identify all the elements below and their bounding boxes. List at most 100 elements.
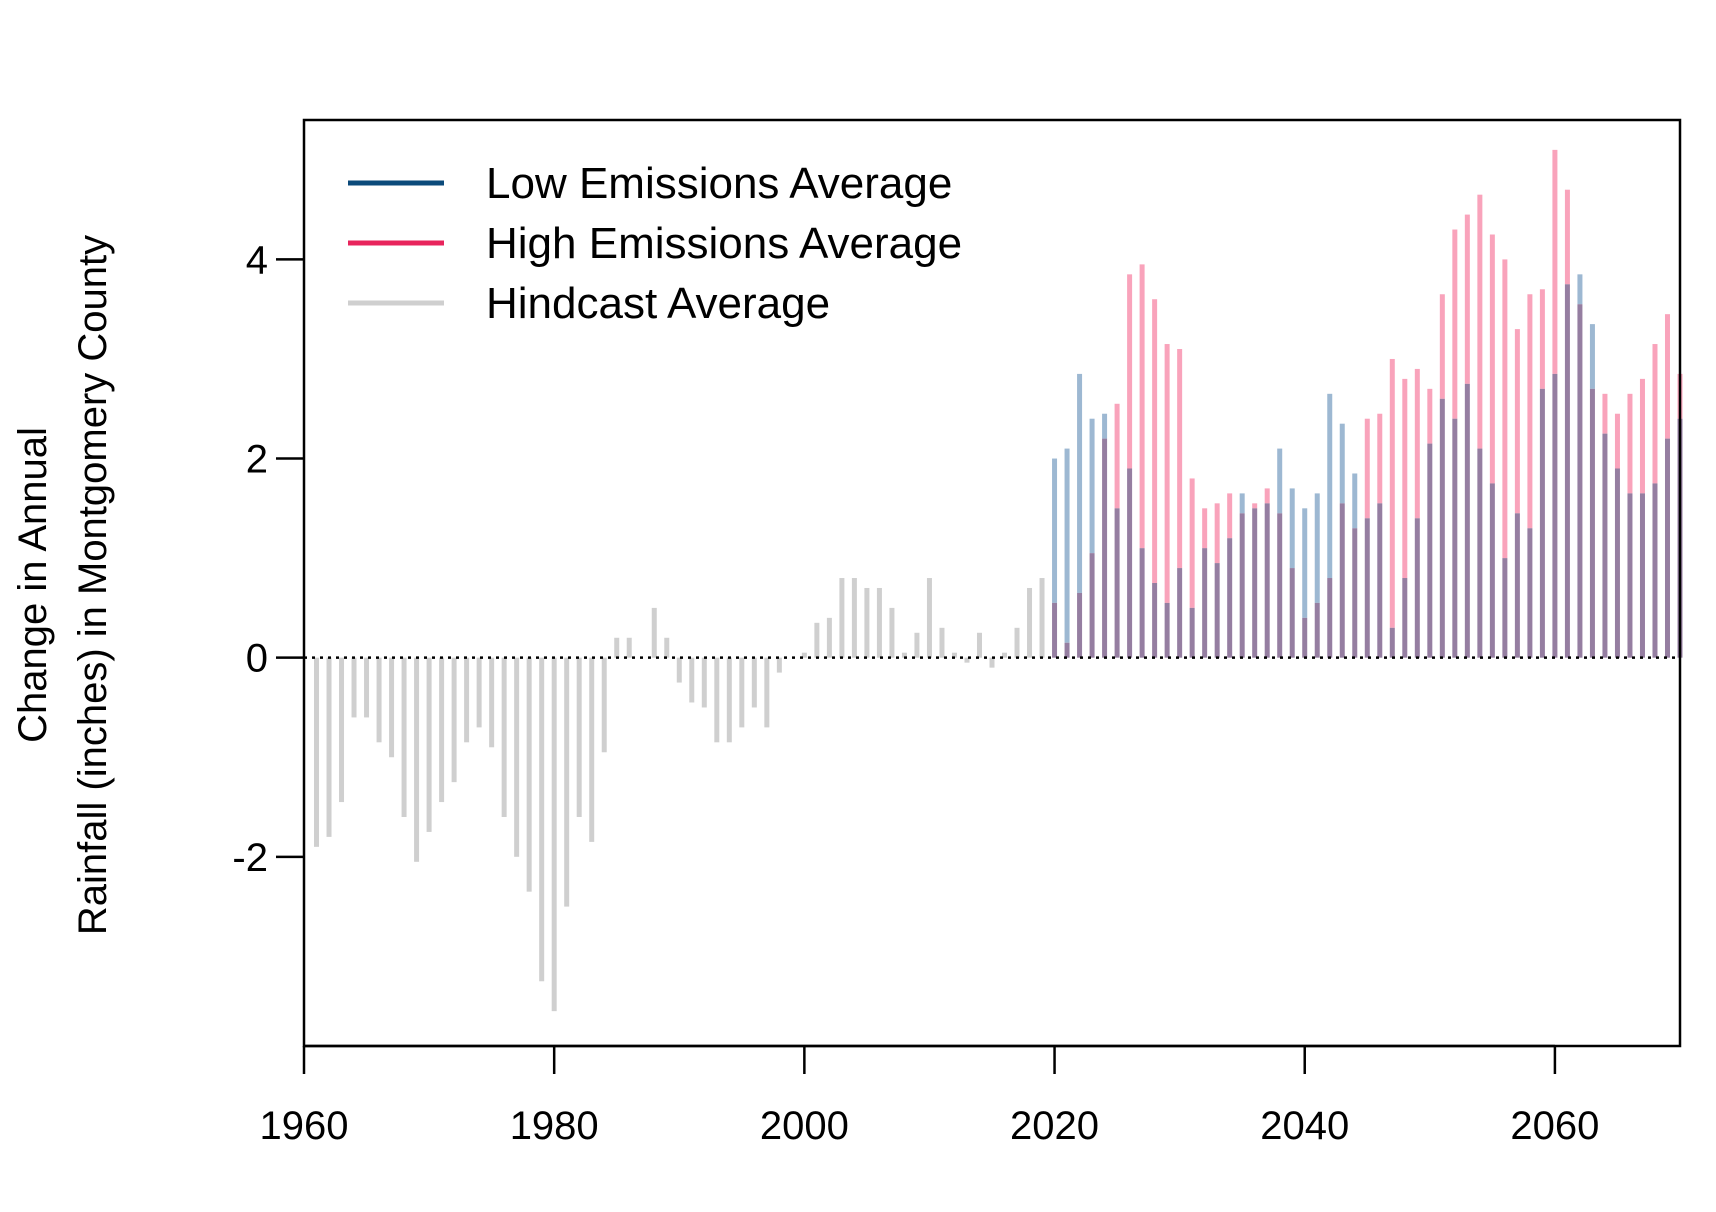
overlap-bar — [1427, 443, 1433, 658]
hindcast-bar — [751, 657, 757, 708]
overlap-bar — [1264, 503, 1270, 658]
overlap-bar — [1089, 553, 1095, 658]
overlap-bar — [1639, 493, 1645, 658]
y-axis-title: Change in Annual Rainfall (inches) in Mo… — [11, 235, 115, 935]
overlap-bar — [1577, 304, 1583, 658]
hindcast-bar — [701, 657, 707, 708]
y-axis-title-line-2: Rainfall (inches) in Montgomery County — [71, 235, 115, 935]
hindcast-bar — [539, 657, 545, 982]
hindcast-bar — [814, 622, 820, 658]
high-emissions-bar — [1539, 289, 1545, 389]
y-tick-label: 0 — [246, 637, 268, 681]
overlap-bar — [1102, 438, 1108, 658]
x-tick-label: 1960 — [260, 1104, 349, 1148]
emissions-bars — [1052, 149, 1683, 658]
hindcast-bar — [726, 657, 732, 743]
high-emissions-bar — [1414, 368, 1420, 519]
high-emissions-bar — [1214, 503, 1220, 564]
high-emissions-bar — [1364, 418, 1370, 519]
hindcast-bar — [414, 657, 420, 862]
hindcast-bar — [439, 657, 445, 803]
high-emissions-bar — [1564, 189, 1570, 285]
high-emissions-bar — [1114, 403, 1120, 509]
x-tick-label: 2000 — [760, 1104, 849, 1148]
y-axis: -2 0 2 4 — [232, 238, 304, 880]
low-emissions-bar — [1102, 413, 1108, 439]
overlap-bar — [1477, 448, 1483, 658]
low-emissions-bar — [1077, 373, 1083, 593]
hindcast-bar — [389, 657, 395, 758]
hindcast-bar — [839, 578, 845, 658]
high-emissions-bar — [1177, 349, 1183, 569]
hindcast-bar — [989, 657, 995, 668]
hindcast-bar — [1039, 578, 1045, 658]
overlap-bar — [1189, 607, 1195, 658]
hindcast-bars — [314, 578, 1045, 1012]
hindcast-bar — [576, 657, 582, 817]
hindcast-bar — [876, 587, 882, 658]
overlap-bar — [1627, 493, 1633, 658]
high-emissions-bar — [1452, 229, 1458, 419]
high-emissions-bar — [1264, 488, 1270, 504]
high-emissions-bar — [1227, 493, 1233, 539]
low-emissions-bar — [1327, 393, 1333, 579]
overlap-bar — [1289, 568, 1295, 658]
hindcast-bar — [589, 657, 595, 842]
hindcast-bar — [401, 657, 407, 817]
overlap-bar — [1227, 538, 1233, 658]
y-tick-label: -2 — [232, 836, 268, 880]
overlap-bar — [1402, 578, 1408, 658]
legend-label: Hindcast Average — [486, 279, 830, 328]
hindcast-bar — [351, 657, 357, 718]
hindcast-bar — [951, 652, 957, 658]
overlap-bar — [1602, 433, 1608, 658]
overlap-bar — [1164, 602, 1170, 658]
low-emissions-bar — [1589, 324, 1595, 389]
high-emissions-bar — [1202, 508, 1208, 549]
hindcast-bar — [664, 637, 670, 658]
high-emissions-bar — [1639, 378, 1645, 494]
hindcast-bar — [626, 637, 632, 658]
overlap-bar — [1327, 578, 1333, 658]
overlap-bar — [1052, 602, 1058, 658]
hindcast-bar — [526, 657, 532, 892]
low-emissions-bar — [1277, 448, 1283, 514]
legend-label: High Emissions Average — [486, 219, 962, 268]
high-emissions-bar — [1552, 149, 1558, 374]
hindcast-bar — [764, 657, 770, 728]
hindcast-bar — [926, 578, 932, 658]
hindcast-bar — [714, 657, 720, 743]
high-emissions-bar — [1652, 344, 1658, 484]
low-emissions-bar — [1089, 418, 1095, 554]
overlap-bar — [1252, 508, 1258, 658]
hindcast-bar — [514, 657, 520, 857]
overlap-bar — [1214, 563, 1220, 658]
high-emissions-bar — [1427, 388, 1433, 444]
hindcast-bar — [614, 637, 620, 658]
hindcast-bar — [476, 657, 482, 728]
overlap-bar — [1589, 388, 1595, 658]
hindcast-bar — [464, 657, 470, 743]
overlap-bar — [1377, 503, 1383, 658]
x-axis: 1960 1980 2000 2020 2040 2060 — [260, 1044, 1599, 1148]
y-axis-title-line-1: Change in Annual — [11, 427, 55, 743]
overlap-bar — [1439, 398, 1445, 658]
hindcast-bar — [739, 657, 745, 728]
hindcast-bar — [489, 657, 495, 748]
overlap-bar — [1514, 513, 1520, 658]
hindcast-bar — [826, 617, 832, 658]
high-emissions-bar — [1477, 194, 1483, 449]
hindcast-bar — [364, 657, 370, 718]
high-emissions-bar — [1502, 259, 1508, 559]
hindcast-bar — [976, 632, 982, 658]
overlap-bar — [1152, 583, 1158, 658]
hindcast-bar — [901, 652, 907, 658]
hindcast-bar — [864, 587, 870, 658]
overlap-bar — [1527, 528, 1533, 658]
hindcast-bar — [601, 657, 607, 753]
hindcast-bar — [501, 657, 507, 817]
overlap-bar — [1064, 642, 1070, 658]
hindcast-bar — [326, 657, 332, 837]
high-emissions-bar — [1402, 378, 1408, 579]
x-tick-label: 1980 — [510, 1104, 599, 1148]
